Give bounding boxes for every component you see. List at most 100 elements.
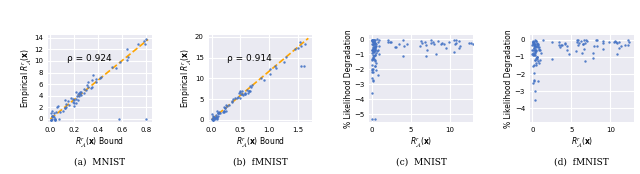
- Point: [47, 114, 57, 117]
- Point: [589, 45, 599, 48]
- Point: [369, 41, 379, 44]
- Point: [96, 76, 106, 78]
- Point: [374, 38, 385, 41]
- Point: [451, 42, 461, 45]
- Point: [369, 39, 379, 41]
- Point: [221, 109, 231, 112]
- Point: [367, 49, 377, 52]
- Point: [374, 44, 385, 47]
- Point: [369, 39, 379, 42]
- Point: [233, 96, 243, 99]
- Point: [534, 62, 544, 65]
- Point: [81, 84, 92, 87]
- Point: [210, 117, 220, 120]
- Point: [529, 53, 539, 56]
- Title: (d)  fMNIST: (d) fMNIST: [554, 157, 609, 166]
- Point: [370, 41, 380, 44]
- Point: [368, 48, 378, 51]
- Point: [367, 78, 378, 81]
- Point: [421, 44, 431, 46]
- Point: [95, 77, 105, 80]
- Point: [528, 41, 538, 44]
- Point: [370, 65, 380, 68]
- Point: [369, 50, 379, 53]
- Point: [218, 109, 228, 112]
- Point: [612, 53, 622, 56]
- Point: [426, 39, 436, 41]
- Point: [211, 116, 221, 119]
- Point: [370, 49, 380, 51]
- Point: [454, 47, 464, 50]
- Point: [561, 44, 572, 47]
- Point: [369, 39, 379, 41]
- Point: [208, 116, 218, 118]
- Point: [371, 117, 381, 120]
- Point: [259, 78, 269, 81]
- Point: [371, 43, 381, 46]
- Point: [528, 54, 538, 57]
- Point: [578, 43, 588, 46]
- Point: [369, 54, 379, 57]
- Point: [533, 80, 543, 82]
- Point: [368, 56, 378, 59]
- Point: [238, 94, 248, 96]
- Point: [227, 101, 237, 104]
- Point: [531, 61, 541, 64]
- Point: [60, 107, 70, 109]
- Point: [367, 39, 377, 41]
- Point: [527, 48, 538, 51]
- Point: [47, 117, 58, 120]
- Point: [235, 90, 245, 93]
- Y-axis label: Empirical $R^r_\mathcal{A}(\mathbf{x})$: Empirical $R^r_\mathcal{A}(\mathbf{x})$: [19, 48, 33, 108]
- Point: [532, 56, 542, 59]
- Point: [623, 44, 634, 46]
- Point: [66, 97, 76, 100]
- Point: [61, 102, 71, 105]
- Point: [428, 43, 438, 46]
- Point: [63, 99, 74, 102]
- Y-axis label: % Likelihood Degradation: % Likelihood Degradation: [504, 29, 513, 128]
- Point: [210, 116, 220, 119]
- Point: [370, 38, 380, 41]
- Point: [49, 115, 59, 118]
- Point: [207, 113, 217, 116]
- Point: [529, 41, 539, 44]
- Point: [531, 41, 541, 44]
- Point: [536, 52, 546, 54]
- Point: [532, 55, 542, 58]
- Point: [530, 90, 540, 93]
- Point: [579, 42, 589, 45]
- Point: [212, 116, 222, 119]
- Point: [50, 117, 60, 120]
- Point: [557, 44, 568, 47]
- Point: [529, 80, 539, 82]
- Point: [547, 58, 557, 60]
- Point: [83, 81, 93, 83]
- Point: [572, 40, 582, 43]
- Point: [531, 63, 541, 66]
- Point: [370, 44, 380, 47]
- Point: [212, 112, 223, 114]
- Point: [532, 45, 543, 48]
- Point: [296, 45, 307, 48]
- Point: [531, 40, 541, 43]
- Point: [531, 44, 541, 47]
- Point: [227, 99, 237, 102]
- Point: [76, 94, 86, 96]
- Point: [91, 80, 101, 83]
- Point: [256, 76, 266, 79]
- Point: [212, 118, 222, 120]
- Point: [209, 116, 220, 118]
- Point: [369, 46, 380, 49]
- Point: [367, 69, 377, 72]
- Point: [593, 38, 603, 41]
- Point: [572, 39, 582, 42]
- Point: [529, 50, 540, 53]
- Point: [213, 114, 223, 117]
- X-axis label: $R^r_\mathcal{A}(\mathbf{x})$ Bound: $R^r_\mathcal{A}(\mathbf{x})$ Bound: [236, 135, 285, 149]
- Point: [576, 39, 586, 42]
- Point: [367, 68, 377, 71]
- Point: [573, 39, 584, 42]
- Point: [49, 119, 60, 121]
- Point: [47, 110, 58, 113]
